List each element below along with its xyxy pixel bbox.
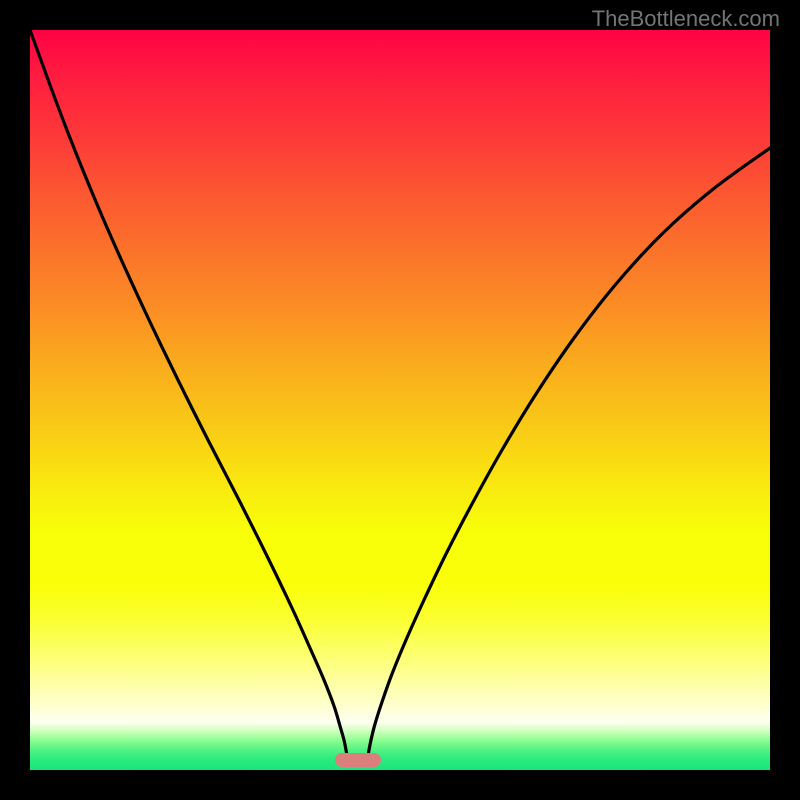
bottleneck-curve	[30, 30, 770, 770]
optimal-marker	[335, 753, 381, 767]
watermark-text: TheBottleneck.com	[592, 6, 780, 32]
chart-plot-area	[30, 30, 770, 770]
